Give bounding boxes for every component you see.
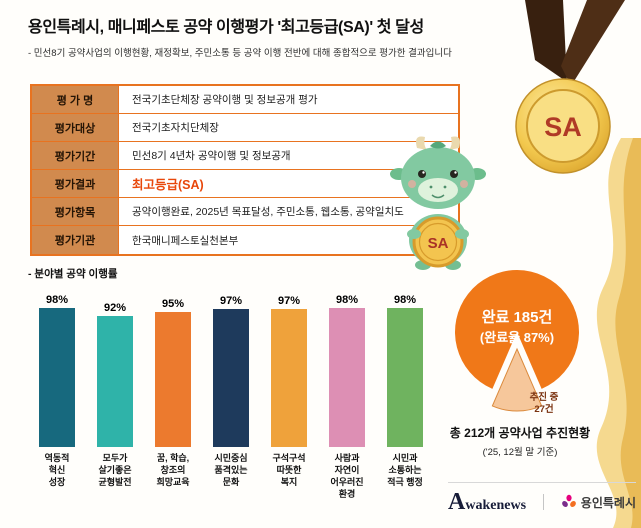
row-value: 민선8기 4년차 공약이행 및 정보공개 <box>132 150 291 162</box>
row-label: 평가결과 <box>32 170 119 197</box>
bar-value-label: 97% <box>277 295 301 307</box>
dragon-nostril <box>429 185 433 189</box>
bar <box>213 309 249 447</box>
table-row: 평가결과 최고등급(SA) <box>32 170 458 198</box>
bar-column: 98% 사람과 자연이 어우러진 환경 <box>320 283 374 501</box>
bar-category-label: 역동적 혁신 성장 <box>44 453 70 487</box>
dragon-cheek <box>408 180 416 188</box>
row-label: 평가대상 <box>32 114 119 141</box>
dragon-mouth <box>431 194 445 199</box>
row-value: 공약이행완료, 2025년 목표달성, 주민소통, 웹소통, 공약일치도 <box>132 206 404 218</box>
table-row: 평 가 명 전국기초단체장 공약이행 및 정보공개 평가 <box>32 86 458 114</box>
medal-label: SA <box>544 112 582 142</box>
table-row: 평가항목 공약이행완료, 2025년 목표달성, 주민소통, 웹소통, 공약일치… <box>32 198 458 226</box>
dragon-eye <box>450 170 458 178</box>
pie-small-slice <box>491 347 543 412</box>
bar <box>271 309 307 447</box>
dragon-hand <box>455 229 469 239</box>
pie-caption: 총 212개 공약사업 추진현황 ('25, 12월 말 기준) <box>432 424 608 458</box>
sa-coin-ring <box>418 222 458 262</box>
bar <box>387 308 423 447</box>
dragon-cheek <box>460 180 468 188</box>
row-label: 평가기간 <box>32 142 119 169</box>
dragon-forelock <box>430 141 446 149</box>
coin-label: SA <box>428 235 449 252</box>
medal-ribbon-left <box>525 0 567 82</box>
yongin-logo-icon <box>561 494 576 507</box>
dragon-horn <box>449 136 460 150</box>
bar-chart: 98% 역동적 혁신 성장 92% 모두가 살기좋은 균형발전 95% 꿈, 학습, 창조의 희망교육… <box>30 283 432 501</box>
row-label: 평가기관 <box>32 226 119 254</box>
bar-value-label: 98% <box>45 294 69 306</box>
pie-slice-text-line1: 추진 중 <box>530 391 559 403</box>
bar-value-label: 95% <box>161 298 185 310</box>
dragon-eye-glint <box>422 171 425 174</box>
bar-category-label: 모두가 살기좋은 균형발전 <box>98 453 132 487</box>
page-subtitle: - 민선8기 공약사업의 이행현황, 재정확보, 주민소통 등 공약 이행 전반… <box>28 48 452 59</box>
bar-value-label: 92% <box>103 302 127 314</box>
medal-ribbon-right <box>561 0 625 86</box>
pie-center-text-line1: 완료 185건 <box>482 309 553 326</box>
total-status-line2: ('25, 12월 말 기준) <box>482 447 558 458</box>
total-status-line1: 총 212개 공약사업 추진현황 <box>449 426 591 440</box>
bar-value-label: 98% <box>335 294 359 306</box>
city-logo: 용인특례시 <box>561 494 636 511</box>
bar-category-label: 꿈, 학습, 창조의 희망교육 <box>156 453 190 487</box>
news-logo-initial: A <box>448 489 466 515</box>
row-value: 전국기초자치단체장 <box>132 122 219 134</box>
bar <box>155 312 191 447</box>
bar-value-label: 97% <box>219 295 243 307</box>
bar-column: 97% 시민중심 품격있는 문화 <box>204 283 258 501</box>
pie-center-text-line2: (완료율 87%) <box>480 330 554 345</box>
dragon-nostril <box>443 185 447 189</box>
bar-category-label: 사람과 자연이 어우러진 환경 <box>330 453 364 499</box>
dragon-mascot: SA <box>390 136 486 270</box>
pie-slice-text-line2: 27건 <box>534 403 553 415</box>
page-title: 용인특례시, 매니페스토 공약 이행평가 '최고등급(SA)' 첫 달성 <box>28 19 424 36</box>
evaluation-table: 평 가 명 전국기초단체장 공약이행 및 정보공개 평가 평가대상 전국기초자치… <box>30 84 460 256</box>
dragon-horn <box>416 136 427 150</box>
bar-column: 97% 구석구석 따뜻한 복지 <box>262 283 316 501</box>
bar-column: 95% 꿈, 학습, 창조의 희망교육 <box>146 283 200 501</box>
table-row: 평가기관 한국매니페스토실천본부 <box>32 226 458 254</box>
chart-section-label: - 분야별 공약 이행률 <box>28 268 118 280</box>
bar <box>97 316 133 447</box>
bar-value-label: 98% <box>393 294 417 306</box>
row-label: 평가항목 <box>32 198 119 225</box>
dragon-hand <box>407 229 421 239</box>
bar <box>39 308 75 447</box>
row-value-highlight: 최고등급(SA) <box>132 178 204 192</box>
sa-coin <box>412 216 464 268</box>
row-value: 한국매니페스토실천본부 <box>132 234 239 247</box>
bar-category-label: 시민과 소통하는 적극 행정 <box>387 453 423 487</box>
gold-ribbon-decoration <box>596 138 641 528</box>
pie-main-slice <box>455 270 579 389</box>
dragon-eye <box>418 170 426 178</box>
sa-medal: SA <box>515 0 625 174</box>
dragon-muzzle <box>418 178 458 202</box>
row-label: 평 가 명 <box>32 86 119 113</box>
bar-column: 92% 모두가 살기좋은 균형발전 <box>88 283 142 501</box>
dragon-eye-glint <box>454 171 457 174</box>
news-logo-text: wakenews <box>465 498 527 513</box>
bar-category-label: 구석구석 따뜻한 복지 <box>272 453 306 487</box>
table-row: 평가기간 민선8기 4년차 공약이행 및 정보공개 <box>32 142 458 170</box>
bar-column: 98% 시민과 소통하는 적극 행정 <box>378 283 432 501</box>
footer-divider <box>542 494 544 510</box>
city-name: 용인특례시 <box>580 495 636 510</box>
row-value: 전국기초단체장 공약이행 및 정보공개 평가 <box>132 94 318 106</box>
bar <box>329 308 365 447</box>
medal-ring <box>526 89 600 163</box>
bar-category-label: 시민중심 품격있는 문화 <box>214 453 248 487</box>
table-row: 평가대상 전국기초자치단체장 <box>32 114 458 142</box>
bar-column: 98% 역동적 혁신 성장 <box>30 283 84 501</box>
pie-chart: 완료 185건 (완료율 87%) 추진 중 27건 <box>455 270 579 415</box>
